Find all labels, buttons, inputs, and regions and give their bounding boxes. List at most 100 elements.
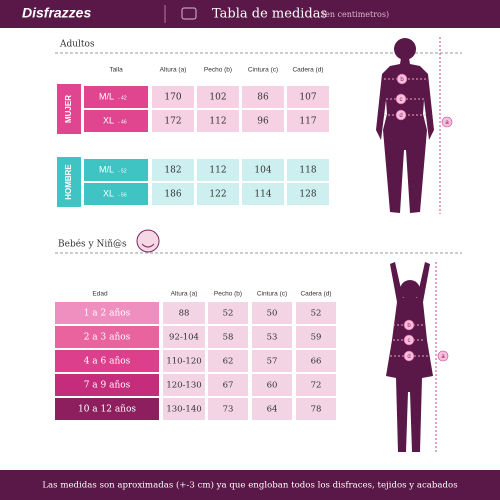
column-header: Pecho (b) [204,67,232,74]
value: 102 [209,93,226,103]
value-cell [152,183,194,205]
figure-label-dot [395,93,407,105]
column-header: Pecho (b) [214,291,242,298]
size: M/L [99,164,114,174]
adult-figure [376,37,441,214]
value-cell [252,302,292,324]
figure-label-dot [403,334,415,346]
age: 2 a 3 años [84,333,131,343]
value: 117 [299,117,316,127]
value-cell [197,159,239,181]
section-title: Bebés y Niñ@s [58,239,127,250]
value: 120-130 [166,381,201,391]
group-label-box [57,84,81,134]
value: 182 [164,166,181,176]
value: 104 [254,166,271,176]
size: XL [103,188,114,198]
value-cell [152,110,194,132]
value-cell [296,302,336,324]
value: 110-120 [166,357,201,367]
value-cell [208,374,248,396]
group-label-box [57,157,81,207]
title: Tabla de medidas [212,7,327,22]
value-cell [163,326,205,348]
value-cell [197,110,239,132]
value: 186 [164,190,181,200]
value-cell [296,374,336,396]
value: 72 [311,381,322,391]
value-cell [242,86,284,108]
value: 59 [311,333,322,343]
size-number: - 56 [118,192,127,198]
footer-bar [0,470,500,500]
figure-label: b [407,323,411,329]
figure-label: b [400,77,404,83]
value-cell [208,302,248,324]
age: 1 a 2 años [84,309,131,319]
value: 172 [164,117,181,127]
value: 112 [209,117,226,127]
size-cell [84,159,148,181]
size: M/L [99,91,114,101]
value: 62 [223,357,234,367]
value: 128 [299,190,316,200]
icon [181,7,197,20]
size-number: - 42 [118,95,127,101]
size-cell [84,183,148,205]
figure-label-dot [403,350,415,362]
value-cell [287,183,329,205]
size-number: - 46 [118,119,127,125]
value: 88 [179,309,190,319]
group-label: MUJER [64,95,73,123]
value: 96 [257,117,269,127]
value-cell [242,183,284,205]
value: 50 [267,309,278,319]
age-cell [55,326,159,348]
column-header: Talla [109,67,123,74]
value-cell [252,374,292,396]
column-header: Cintura (c) [257,291,287,298]
column-header: Edad [92,291,108,298]
figure-label: c [408,338,411,344]
figure-label: a [445,120,449,126]
size-cell [84,110,148,132]
age: 4 a 6 años [84,357,131,367]
value-cell [197,183,239,205]
footer-text: Las medidas son aproximadas (+-3 cm) ya … [42,480,457,491]
value-cell [242,110,284,132]
age-cell [55,374,159,396]
column-header: Altura (a) [171,291,198,298]
logo: Disfrazzes [22,5,91,21]
value-cell [296,326,336,348]
figure-label-dot [437,350,449,362]
value: 66 [311,357,322,367]
value: 67 [223,381,234,391]
figure-label-dot [395,109,407,121]
section-title: Adultos [59,40,95,50]
age-cell [55,398,159,420]
value: 92-104 [169,333,199,343]
value: 52 [223,309,234,319]
baby-icon [136,229,160,253]
value: 86 [257,93,269,103]
subtitle: (en centimetros) [322,10,389,19]
value: 64 [267,405,278,415]
value: 78 [311,405,322,415]
value-cell [208,350,248,372]
value-cell [163,350,205,372]
age-cell [55,302,159,324]
group-label: HOMBRE [64,164,73,200]
value: 114 [254,190,271,200]
column-header: Altura (a) [160,67,187,74]
column-header: Cadera (d) [292,67,323,74]
value: 112 [209,166,226,176]
value-cell [296,398,336,420]
value-cell [152,86,194,108]
value-cell [163,374,205,396]
figure-label: d [399,113,402,119]
value-cell [287,86,329,108]
column-header: Cintura (c) [248,67,278,74]
value: 57 [267,357,278,367]
age: 7 a 9 años [84,381,131,391]
